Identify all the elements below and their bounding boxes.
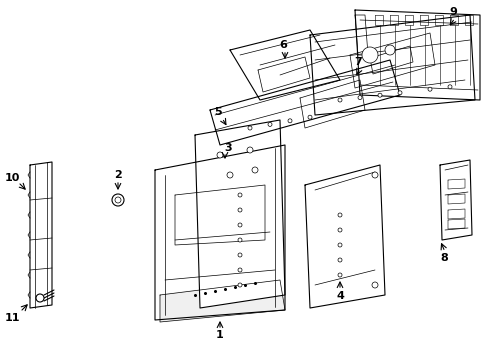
Circle shape xyxy=(36,294,44,302)
Circle shape xyxy=(115,197,121,203)
Polygon shape xyxy=(305,165,384,308)
Text: 1: 1 xyxy=(216,330,224,340)
Circle shape xyxy=(337,98,341,102)
Circle shape xyxy=(238,283,242,287)
Circle shape xyxy=(307,115,311,119)
Text: 3: 3 xyxy=(224,143,231,153)
Circle shape xyxy=(337,213,341,217)
Circle shape xyxy=(238,193,242,197)
Circle shape xyxy=(217,152,223,158)
Polygon shape xyxy=(354,10,479,100)
Circle shape xyxy=(371,282,377,288)
Circle shape xyxy=(427,87,431,91)
Circle shape xyxy=(226,172,232,178)
Circle shape xyxy=(238,253,242,257)
Circle shape xyxy=(397,91,401,95)
Circle shape xyxy=(447,85,451,89)
Text: 6: 6 xyxy=(279,40,286,50)
Text: 4: 4 xyxy=(335,291,343,301)
Circle shape xyxy=(238,268,242,272)
Circle shape xyxy=(337,258,341,262)
Text: 11: 11 xyxy=(4,313,20,323)
Text: 5: 5 xyxy=(214,107,222,117)
Circle shape xyxy=(377,93,381,97)
Circle shape xyxy=(112,194,124,206)
Polygon shape xyxy=(155,145,285,320)
Polygon shape xyxy=(209,60,399,145)
Circle shape xyxy=(247,126,251,130)
Polygon shape xyxy=(195,120,285,308)
Polygon shape xyxy=(160,280,285,322)
Circle shape xyxy=(361,47,377,63)
Text: 10: 10 xyxy=(4,173,20,183)
Polygon shape xyxy=(439,160,471,240)
Circle shape xyxy=(251,167,258,173)
Text: 7: 7 xyxy=(353,57,361,67)
Circle shape xyxy=(337,273,341,277)
Circle shape xyxy=(238,223,242,227)
Polygon shape xyxy=(309,15,474,115)
Circle shape xyxy=(384,45,394,55)
Circle shape xyxy=(287,119,291,123)
Circle shape xyxy=(238,238,242,242)
Circle shape xyxy=(238,208,242,212)
Text: 2: 2 xyxy=(114,170,122,180)
Text: 8: 8 xyxy=(439,253,447,263)
Circle shape xyxy=(337,228,341,232)
Circle shape xyxy=(246,147,252,153)
Text: 9: 9 xyxy=(448,7,456,17)
Circle shape xyxy=(267,122,271,126)
Circle shape xyxy=(371,172,377,178)
Circle shape xyxy=(357,96,361,100)
Polygon shape xyxy=(30,162,52,308)
Polygon shape xyxy=(229,30,339,100)
Circle shape xyxy=(337,243,341,247)
